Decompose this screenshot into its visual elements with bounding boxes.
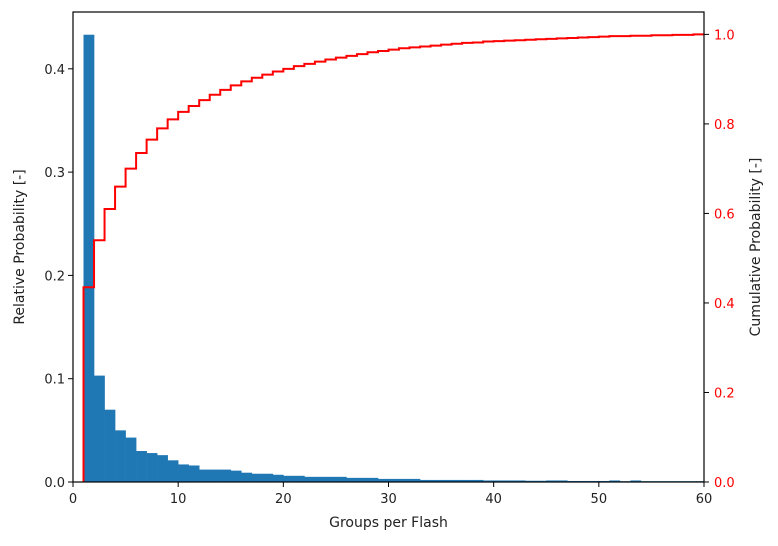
histogram-bar xyxy=(556,480,568,482)
histogram-bars xyxy=(83,34,705,482)
y-axis-ticks: 0.0 0.1 0.2 0.3 0.4 xyxy=(44,63,73,491)
histogram-bar xyxy=(104,409,116,482)
histogram-bar xyxy=(420,479,431,482)
histogram-bar xyxy=(493,480,505,482)
histogram-bar xyxy=(83,34,95,482)
histogram-bar xyxy=(409,478,421,482)
y-tick-label: 0.4 xyxy=(44,63,65,78)
histogram-bar xyxy=(472,479,484,482)
histogram-bar xyxy=(167,460,179,482)
histogram-bar xyxy=(451,479,463,482)
x-tick-label: 40 xyxy=(485,492,502,507)
histogram-bar xyxy=(609,480,621,482)
histogram-bar xyxy=(304,476,316,482)
histogram-bar xyxy=(377,478,389,482)
y-tick-label: 0.3 xyxy=(44,166,65,181)
histogram-bar xyxy=(209,469,221,482)
y2-tick-label: 1.0 xyxy=(714,28,735,43)
y-tick-label: 0.2 xyxy=(44,269,65,284)
histogram-bar xyxy=(525,480,537,482)
histogram-bar xyxy=(535,480,547,482)
y2-tick-label: 0.6 xyxy=(714,207,735,222)
histogram-bar xyxy=(262,473,274,482)
histogram-bar xyxy=(283,475,295,482)
histogram-bar xyxy=(157,455,168,482)
histogram-bar xyxy=(546,480,558,482)
histogram-bar xyxy=(241,472,253,482)
x-axis-label: Groups per Flash xyxy=(329,515,448,531)
y2-axis-ticks: 0.0 0.2 0.4 0.6 0.8 1.0 xyxy=(704,28,735,491)
y-tick-label: 0.1 xyxy=(44,373,65,388)
histogram-bar xyxy=(178,464,189,482)
y2-tick-label: 0.0 xyxy=(714,476,735,491)
histogram-bar xyxy=(125,437,137,482)
histogram-bar xyxy=(199,469,211,482)
histogram-bar xyxy=(251,473,263,482)
x-tick-label: 0 xyxy=(69,492,77,507)
histogram-bar xyxy=(367,477,379,482)
histogram-bar xyxy=(136,451,147,482)
histogram-bar xyxy=(346,477,358,482)
histogram-bar xyxy=(630,480,642,482)
histogram-bar xyxy=(356,477,368,482)
y2-tick-label: 0.8 xyxy=(714,118,735,133)
x-tick-label: 30 xyxy=(380,492,397,507)
y2-axis-label: Cumulative Probability [-] xyxy=(748,158,764,337)
histogram-bar xyxy=(188,465,200,482)
cumulative-step-line xyxy=(82,33,704,482)
histogram-bar xyxy=(146,453,158,482)
histogram-bar xyxy=(441,479,452,482)
x-axis-ticks: 0 10 20 30 40 50 60 xyxy=(69,482,712,507)
histogram-bar xyxy=(272,474,284,482)
y2-tick-label: 0.4 xyxy=(714,297,735,312)
y2-tick-label: 0.2 xyxy=(714,386,735,401)
histogram-bar xyxy=(462,479,473,482)
histogram-bar xyxy=(94,375,105,482)
histogram-bar xyxy=(430,479,442,482)
histogram-bar xyxy=(514,480,526,482)
histogram-bar xyxy=(293,475,305,482)
y-tick-label: 0.0 xyxy=(44,476,65,491)
histogram-bar xyxy=(220,469,232,482)
histogram-bar xyxy=(483,480,494,482)
plot-frame xyxy=(72,11,705,483)
histogram-bar xyxy=(335,476,347,482)
histogram-bar xyxy=(388,478,400,482)
histogram-bar xyxy=(230,470,242,482)
histogram-bar xyxy=(115,430,126,482)
histogram-bar xyxy=(504,480,515,482)
x-tick-label: 20 xyxy=(275,492,292,507)
histogram-bar xyxy=(325,476,337,482)
x-tick-label: 10 xyxy=(170,492,187,507)
x-tick-label: 60 xyxy=(696,492,713,507)
histogram-bar xyxy=(399,478,410,482)
histogram-bar xyxy=(314,476,326,482)
y-axis-label: Relative Probability [-] xyxy=(12,169,28,324)
x-tick-label: 50 xyxy=(591,492,608,507)
